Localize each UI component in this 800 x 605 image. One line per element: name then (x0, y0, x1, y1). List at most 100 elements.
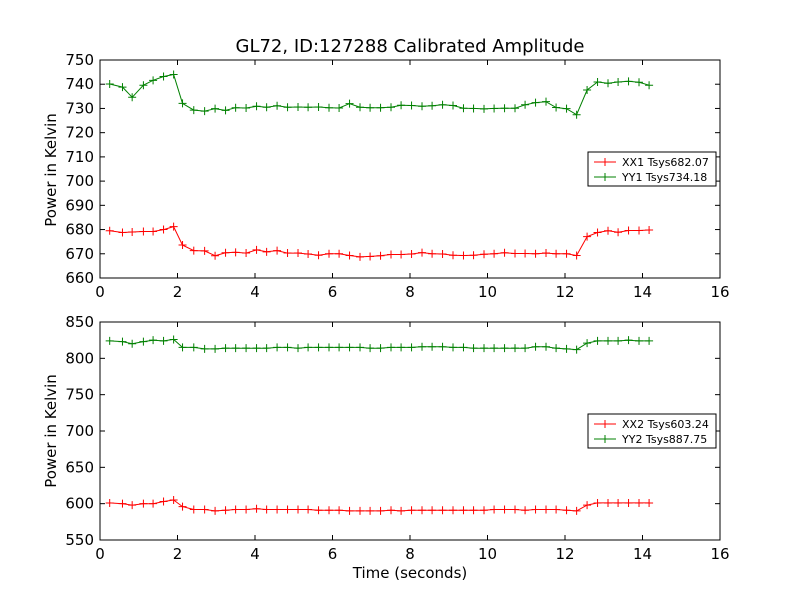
top-data-point (294, 102, 303, 111)
top-data-point (511, 104, 520, 113)
bottom-data-point (200, 344, 209, 353)
top-data-point (128, 227, 137, 236)
bottom-data-point (500, 505, 509, 514)
top-data-point (552, 249, 561, 258)
bottom-data-point (480, 344, 489, 353)
bottom-data-point (221, 344, 230, 353)
top-data-point (635, 226, 644, 235)
top-data-point (294, 249, 303, 258)
bottom-data-point (418, 506, 427, 515)
bottom-ytick-label: 800 (65, 349, 94, 367)
top-data-point (542, 249, 551, 258)
bottom-data-point (562, 344, 571, 353)
top-ytick-label: 700 (65, 172, 94, 190)
bottom-data-point (397, 506, 406, 515)
bottom-ytick-label: 550 (65, 531, 94, 549)
top-data-point (614, 228, 623, 237)
bottom-ytick-label: 850 (65, 313, 94, 331)
top-data-point (252, 245, 261, 254)
top-data-point (459, 251, 468, 260)
top-data-point (407, 101, 416, 110)
bottom-ytick-label: 600 (65, 495, 94, 513)
bottom-data-point (242, 344, 251, 353)
bottom-data-point (252, 344, 261, 353)
bottom-xtick-label: 8 (405, 545, 415, 563)
bottom-legend-label: YY2 Tsys887.75 (621, 433, 707, 446)
bottom-data-point (449, 506, 458, 515)
top-data-point (231, 248, 240, 257)
top-data-point (252, 102, 261, 111)
bottom-data-point (325, 506, 334, 515)
top-data-point (105, 79, 114, 88)
top-data-point (200, 246, 209, 255)
top-data-point (325, 103, 334, 112)
top-ytick-label: 690 (65, 196, 94, 214)
bottom-data-point (469, 344, 478, 353)
top-xtick-label: 0 (95, 283, 105, 301)
bottom-ytick-label: 700 (65, 422, 94, 440)
bottom-data-point (459, 343, 468, 352)
top-data-point (262, 247, 271, 256)
bottom-data-point (552, 344, 561, 353)
bottom-data-point (366, 344, 375, 353)
bottom-data-point (262, 505, 271, 514)
top-data-point (178, 99, 187, 108)
bottom-data-point (128, 339, 137, 348)
bottom-data-point (314, 506, 323, 515)
top-data-point (159, 72, 168, 81)
bottom-data-point (149, 499, 158, 508)
top-ytick-label: 670 (65, 245, 94, 263)
top-data-point (335, 103, 344, 112)
top-data-point (583, 86, 592, 95)
top-data-point (500, 248, 509, 257)
top-ytick-label: 730 (65, 99, 94, 117)
bottom-data-point (283, 505, 292, 514)
bottom-data-point (407, 506, 416, 515)
bottom-xtick-label: 0 (95, 545, 105, 563)
bottom-data-point (335, 343, 344, 352)
top-data-point (407, 250, 416, 259)
top-xtick-label: 14 (633, 283, 652, 301)
top-data-point (345, 251, 354, 260)
bottom-data-point (242, 505, 251, 514)
bottom-data-point (139, 337, 148, 346)
bottom-data-point (490, 344, 499, 353)
bottom-data-point (159, 497, 168, 506)
bottom-legend-marker (601, 435, 609, 443)
bottom-xtick-label: 10 (478, 545, 497, 563)
bottom-data-point (356, 506, 365, 515)
bottom-data-point (376, 344, 385, 353)
bottom-data-point (645, 498, 654, 507)
bottom-data-point (294, 344, 303, 353)
bottom-data-point (438, 342, 447, 351)
bottom-data-point (159, 336, 168, 345)
bottom-data-point (407, 343, 416, 352)
bottom-data-point (438, 506, 447, 515)
bottom-data-point (531, 505, 540, 514)
top-data-point (572, 251, 581, 260)
top-xtick-label: 16 (710, 283, 729, 301)
top-data-point (314, 251, 323, 260)
bottom-data-point (105, 498, 114, 507)
top-data-point (645, 81, 654, 90)
bottom-data-point (624, 336, 633, 345)
bottom-data-point (169, 496, 178, 505)
top-data-point (490, 249, 499, 258)
bottom-data-point (376, 506, 385, 515)
top-data-point (356, 103, 365, 112)
bottom-data-point (178, 343, 187, 352)
top-data-point (418, 248, 427, 257)
bottom-data-point (314, 343, 323, 352)
top-data-point (273, 246, 282, 255)
bottom-data-point (428, 506, 437, 515)
bottom-data-point (635, 498, 644, 507)
bottom-xtick-label: 4 (250, 545, 260, 563)
top-legend (587, 151, 717, 187)
top-ytick-label: 710 (65, 148, 94, 166)
chart-title: GL72, ID:127288 Calibrated Amplitude (236, 36, 585, 57)
top-data-point (139, 81, 148, 90)
bottom-xtick-label: 2 (173, 545, 183, 563)
bottom-data-point (583, 501, 592, 510)
bottom-data-point (511, 344, 520, 353)
